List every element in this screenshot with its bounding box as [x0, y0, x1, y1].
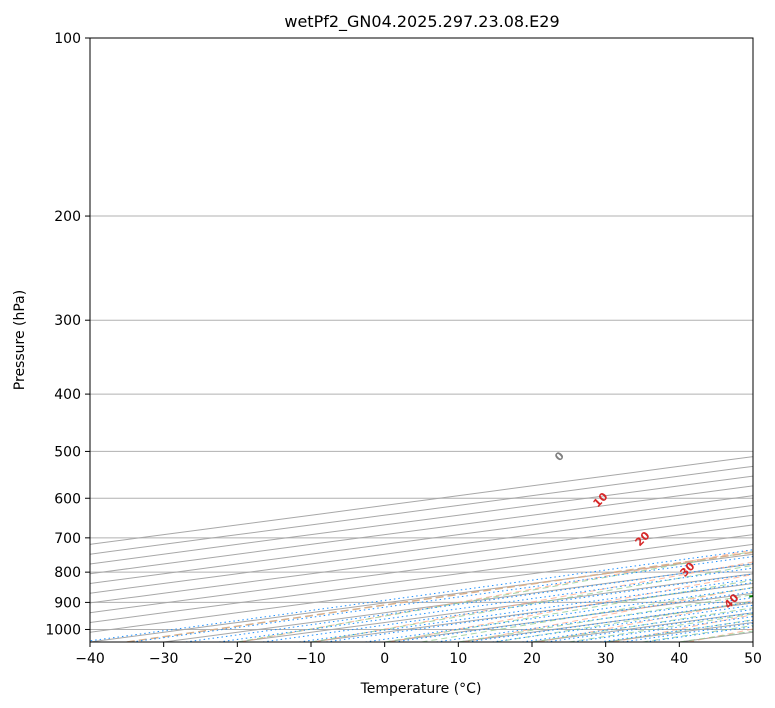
y-tick-label: 400: [54, 387, 81, 403]
y-tick-label: 500: [54, 444, 81, 460]
mixing-ratio-line: [546, 612, 753, 642]
x-tick-label: −10: [296, 651, 326, 667]
y-tick-label: 900: [54, 595, 81, 611]
x-tick-label: 40: [670, 651, 688, 667]
isotherm-line: [90, 465, 753, 555]
isotherm-line: [90, 456, 753, 545]
isotherm-line: [90, 524, 753, 614]
isotherm-line: [90, 514, 753, 604]
x-tick-label: 10: [449, 651, 467, 667]
axes: −40 −30 −20 −10 0 10 20 30 40 50 100 200 300 400 500 60…: [45, 31, 762, 667]
y-tick-label: 800: [54, 565, 81, 581]
x-tick-label: 30: [597, 651, 615, 667]
isotherm-line: [90, 504, 753, 594]
x-tick-label: 20: [523, 651, 541, 667]
isotherm-line: [90, 534, 753, 624]
y-tick-label: 1000: [45, 622, 81, 638]
y-tick-label: 200: [54, 209, 81, 225]
x-tick-label: 0: [380, 651, 389, 667]
x-tick-label: −20: [223, 651, 253, 667]
background-lines: [90, 38, 753, 642]
y-tick-label: 300: [54, 313, 81, 329]
mixing-ratio-line: [572, 616, 753, 642]
x-tick-label: 50: [744, 651, 762, 667]
y-tick-label: 700: [54, 531, 81, 547]
mixing-ratio-line: [90, 549, 753, 642]
x-tick-label: −30: [149, 651, 179, 667]
mixing-ratio-line: [185, 563, 753, 642]
isotherm-line: [90, 485, 753, 575]
chart-title: wetPf2_GN04.2025.297.23.08.E29: [284, 12, 559, 32]
x-tick-label: −40: [75, 651, 105, 667]
y-tick-label: 600: [54, 491, 81, 507]
mixing-ratio-line: [131, 556, 753, 642]
mixing-ratio-line: [218, 567, 753, 642]
x-axis-label: Temperature (°C): [360, 681, 482, 697]
isotherm-line: [90, 475, 753, 565]
plot-frame: [89, 37, 754, 643]
y-tick-label: 100: [54, 31, 81, 47]
y-axis-label: Pressure (hPa): [12, 290, 28, 390]
isotherm-line: [90, 495, 753, 584]
